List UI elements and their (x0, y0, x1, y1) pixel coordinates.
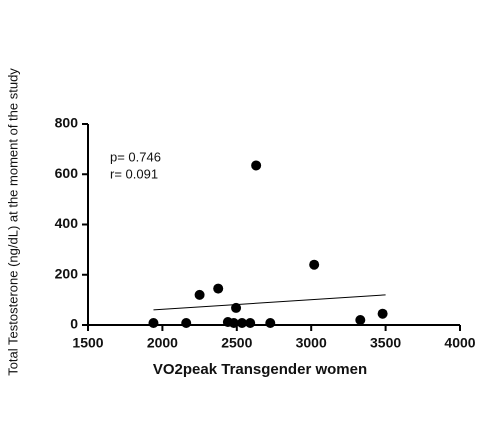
point (309, 259, 320, 270)
annotation: r= 0.091 (110, 166, 158, 181)
x-tick-label: 2000 (147, 335, 178, 351)
y-axis-label: Total Testosterone (ng/dL) at the moment… (5, 68, 20, 376)
annotation: p= 0.746 (110, 149, 161, 164)
point (231, 302, 242, 313)
point (194, 289, 205, 300)
point (148, 317, 159, 328)
x-tick-label: 3500 (370, 335, 401, 351)
y-tick-label: 600 (55, 165, 79, 181)
point (237, 317, 248, 328)
point (228, 317, 239, 328)
point (355, 314, 366, 325)
x-tick-label: 3000 (296, 335, 327, 351)
point (265, 317, 276, 328)
y-tick-label: 200 (55, 265, 79, 281)
x-axis-label: VO2peak Transgender women (153, 361, 367, 378)
y-tick-label: 0 (70, 316, 78, 332)
y-tick-label: 400 (55, 215, 79, 231)
point (245, 317, 256, 328)
x-tick-label: 1500 (72, 335, 103, 351)
point (213, 283, 224, 294)
point (377, 308, 388, 319)
point (251, 160, 262, 171)
y-tick-label: 800 (55, 115, 79, 131)
trend-line (153, 294, 386, 311)
point (181, 317, 192, 328)
x-tick-label: 2500 (221, 335, 252, 351)
x-tick-label: 4000 (444, 335, 475, 351)
